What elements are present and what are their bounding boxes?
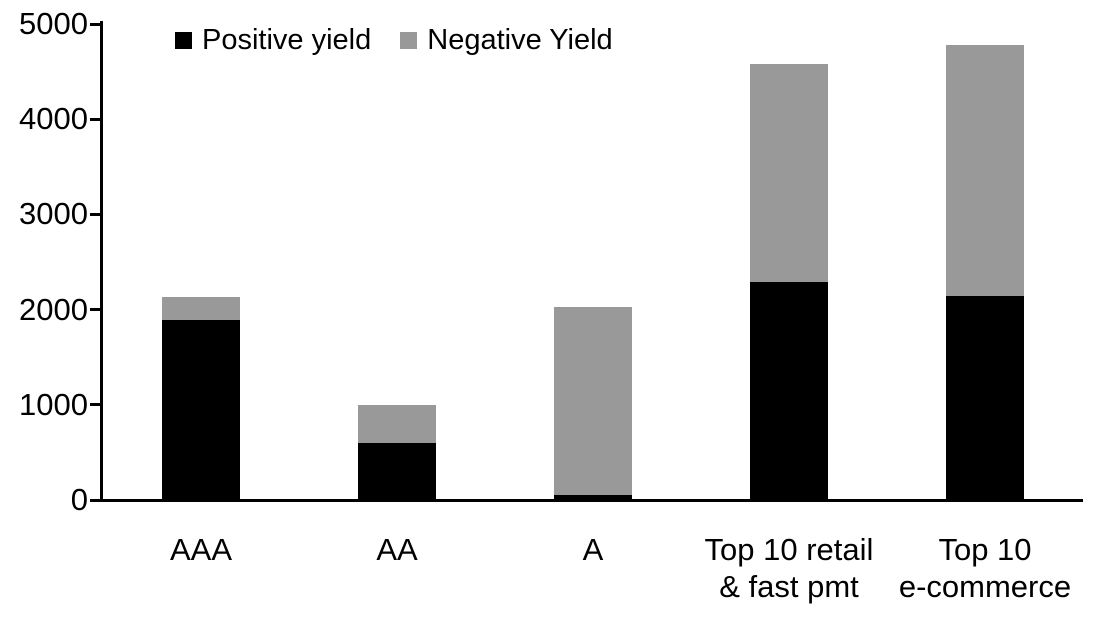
bar-stack-aa [358, 404, 436, 500]
y-tick-label-5000: 5000 [19, 6, 88, 41]
chart-legend: Positive yield Negative Yield [175, 26, 613, 55]
bar-segment-negative-yield-aa [358, 404, 436, 443]
y-axis-tick-2000 [90, 308, 103, 312]
y-tick-label-0: 0 [70, 482, 88, 517]
bar-stack-aaa [162, 297, 240, 500]
x-label-top-10-retail-fast-pmt: Top 10 retail & fast pmt [704, 532, 874, 604]
y-axis-tick-5000 [90, 22, 103, 26]
y-tick-label-2000: 2000 [19, 291, 88, 327]
y-axis-tick-0 [90, 498, 103, 502]
y-tick-label-4000: 4000 [19, 101, 88, 137]
y-tick-label-3000: 3000 [19, 196, 88, 232]
bar-segment-negative-yield-top-10-e-commerce [946, 44, 1024, 297]
y-axis-line [100, 21, 103, 502]
x-label-a: A [582, 532, 604, 567]
bar-segment-positive-yield-top-10-e-commerce [946, 296, 1024, 500]
bar-stack-top-10-retail-fast-pmt [750, 63, 828, 500]
bar-segment-positive-yield-aa [358, 442, 436, 500]
legend-item-negative-yield: Negative Yield [400, 24, 613, 56]
legend-label: Positive yield [202, 24, 372, 56]
bar-segment-negative-yield-a [554, 306, 632, 496]
x-axis-line [97, 499, 1083, 502]
legend-label: Negative Yield [427, 24, 613, 56]
bar-segment-negative-yield-top-10-retail-fast-pmt [750, 63, 828, 282]
bar-segment-positive-yield-a [554, 495, 632, 500]
y-axis-tick-1000 [90, 403, 103, 407]
bar-segment-negative-yield-aaa [162, 297, 240, 321]
legend-item-positive-yield: Positive yield [175, 26, 371, 55]
bar-stack-a [554, 306, 632, 500]
x-label-aa: AA [376, 532, 418, 567]
bar-stack-top-10-e-commerce [946, 44, 1024, 500]
legend-swatch-icon [400, 32, 418, 49]
y-axis-tick-3000 [90, 212, 103, 216]
y-axis-tick-4000 [90, 117, 103, 121]
x-label-top-10-e-commerce: Top 10 e-commerce [898, 532, 1072, 604]
bar-segment-positive-yield-top-10-retail-fast-pmt [750, 281, 828, 500]
bar-segment-positive-yield-aaa [162, 320, 240, 500]
legend-swatch-icon [175, 32, 192, 49]
y-tick-label-1000: 1000 [19, 386, 88, 422]
x-label-aaa: AAA [169, 532, 233, 567]
